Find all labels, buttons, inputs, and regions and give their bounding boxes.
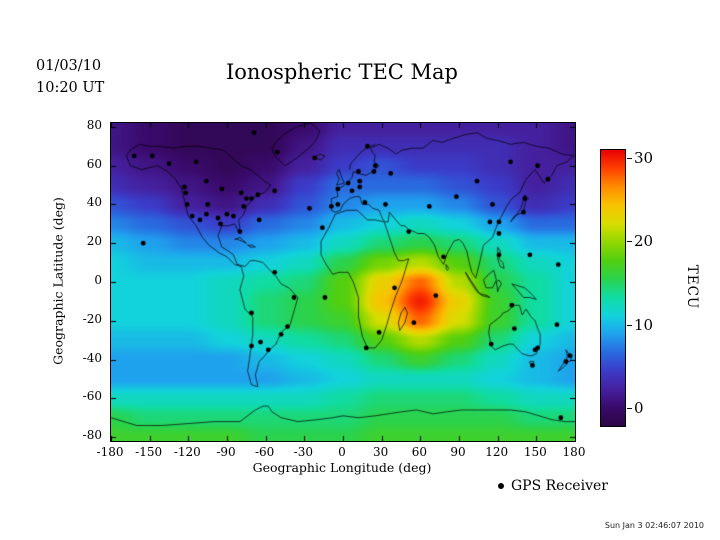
- colorbar-tick-label: 30: [634, 148, 654, 167]
- y-tick-label: -60: [82, 389, 102, 404]
- x-tick-label: -60: [254, 445, 275, 459]
- y-tick-label: 0: [94, 273, 102, 287]
- y-tick-label: 60: [86, 156, 102, 171]
- x-tick-label: 150: [523, 445, 547, 459]
- x-tick-label: 120: [485, 445, 509, 459]
- observation-date: 01/03/10: [36, 58, 102, 74]
- colorbar-unit-label: TECU: [684, 264, 700, 310]
- x-tick-label: 60: [411, 445, 427, 459]
- x-tick-label: -120: [173, 445, 201, 459]
- gps-receiver-legend-label: GPS Receiver: [511, 478, 608, 494]
- gps-receiver-legend: GPS Receiver: [498, 478, 608, 494]
- x-axis-label: Geographic Longitude (deg): [252, 460, 432, 475]
- tec-heatmap-canvas: [111, 123, 575, 441]
- colorbar-tick-mark: [627, 157, 632, 159]
- page-title: Ionospheric TEC Map: [225, 60, 458, 84]
- y-tick-label: -40: [82, 350, 102, 365]
- colorbar: [600, 149, 626, 427]
- gps-receiver-marker-icon: [498, 483, 504, 489]
- y-tick-label: 20: [86, 234, 102, 249]
- colorbar-tick-mark: [627, 241, 632, 243]
- y-tick-label: 40: [86, 195, 102, 210]
- generation-timestamp: Sun Jan 3 02:46:07 2010: [604, 521, 704, 530]
- x-tick-label: 0: [338, 445, 346, 459]
- y-tick-label: -80: [82, 428, 102, 443]
- observation-time: 10:20 UT: [36, 80, 105, 96]
- x-tick-label: -30: [293, 445, 313, 459]
- colorbar-tick-label: 20: [634, 232, 654, 251]
- colorbar-tick-mark: [627, 324, 632, 326]
- y-tick-label: -20: [82, 311, 102, 326]
- x-tick-label: -90: [216, 445, 236, 459]
- map-plot-area: [110, 122, 576, 442]
- x-tick-label: -180: [96, 445, 124, 459]
- colorbar-tick-label: 10: [634, 315, 654, 334]
- x-tick-label: 30: [373, 445, 389, 459]
- x-tick-label: 180: [562, 445, 586, 459]
- x-tick-label: 90: [450, 445, 466, 459]
- colorbar-tick-label: 0: [634, 398, 644, 417]
- observation-datetime: 01/03/10 10:20 UT: [36, 55, 104, 99]
- y-tick-label: 80: [86, 117, 102, 132]
- colorbar-tick-mark: [627, 407, 632, 409]
- x-tick-label: -150: [135, 445, 163, 459]
